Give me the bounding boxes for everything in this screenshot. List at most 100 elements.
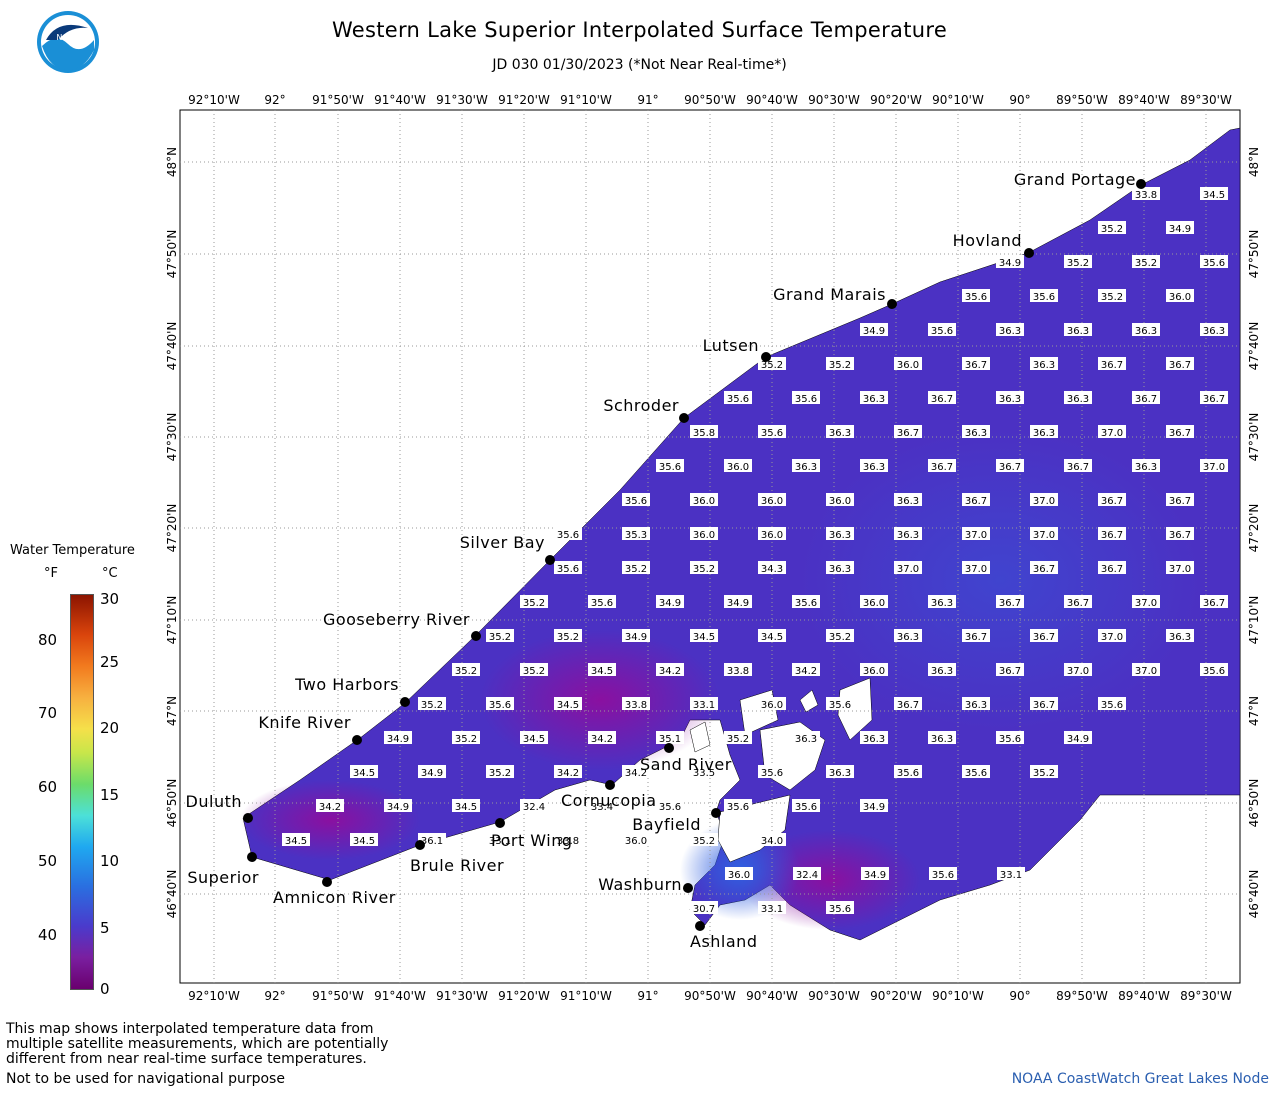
svg-text:36.3: 36.3 (1135, 462, 1157, 473)
svg-text:36.3: 36.3 (999, 326, 1021, 337)
svg-text:34.5: 34.5 (285, 836, 307, 847)
temperature-value: 35.6 (656, 799, 684, 813)
legend-title: Water Temperature (10, 543, 135, 558)
svg-text:36.3: 36.3 (965, 428, 987, 439)
svg-text:35.2: 35.2 (829, 360, 851, 371)
svg-text:36.7: 36.7 (965, 496, 987, 507)
svg-text:36.7: 36.7 (1135, 394, 1157, 405)
svg-text:36.0: 36.0 (897, 360, 919, 371)
temperature-value: 35.2 (554, 629, 582, 643)
svg-text:36.7: 36.7 (1101, 360, 1123, 371)
temperature-value: 35.6 (758, 765, 786, 779)
temperature-value: 36.7 (1166, 357, 1194, 371)
temperature-value: 36.3 (826, 561, 854, 575)
temperature-value: 33.8 (554, 833, 582, 847)
place-lutsen: Lutsen (703, 336, 771, 362)
temperature-value: 36.3 (1030, 357, 1058, 371)
temperature-value: 36.7 (1064, 595, 1092, 609)
temperature-value: 35.6 (894, 765, 922, 779)
temperature-value: 36.7 (1200, 595, 1228, 609)
svg-text:33.1: 33.1 (693, 700, 715, 711)
svg-text:36.3: 36.3 (795, 462, 817, 473)
place-label: Bayfield (632, 815, 701, 834)
lat-axis-label-right: 46°40'N (1247, 870, 1261, 919)
temperature-value: 36.0 (690, 527, 718, 541)
svg-text:35.6: 35.6 (897, 768, 919, 779)
temperature-value: 36.7 (962, 357, 990, 371)
svg-text:35.6: 35.6 (795, 394, 817, 405)
temperature-value: 36.7 (962, 629, 990, 643)
svg-text:34.9: 34.9 (387, 802, 409, 813)
lat-lon-grid (180, 110, 1240, 983)
temperature-value: 34.5 (588, 663, 616, 677)
temperature-value: 35.2 (690, 561, 718, 575)
svg-text:36.0: 36.0 (761, 700, 783, 711)
lon-axis-label: 90°50'W (684, 989, 736, 1003)
place-label: Grand Portage (1014, 170, 1136, 189)
temperature-value: 33.1 (758, 901, 786, 915)
svg-text:36.7: 36.7 (1101, 564, 1123, 575)
lon-axis-label: 90°20'W (870, 989, 922, 1003)
svg-text:35.6: 35.6 (489, 700, 511, 711)
svg-text:33.8: 33.8 (557, 836, 579, 847)
temperature-value: 36.7 (1064, 459, 1092, 473)
temperature-value: 35.6 (826, 697, 854, 711)
svg-text:36.3: 36.3 (1067, 394, 1089, 405)
place-label: Port Wing (491, 831, 573, 850)
temperature-value: 35.2 (486, 629, 514, 643)
credit-link[interactable]: NOAA CoastWatch Great Lakes Node (1011, 1071, 1269, 1087)
temperature-value: 36.3 (1132, 323, 1160, 337)
lat-axis-label-left: 47°N (165, 696, 179, 726)
place-marker (415, 840, 425, 850)
temperature-value: 36.0 (758, 527, 786, 541)
place-marker (1024, 248, 1034, 258)
temperature-value: 33.8 (1132, 187, 1160, 201)
temperature-value: 36.3 (1132, 459, 1160, 473)
temperature-value: 36.3 (894, 629, 922, 643)
temperature-value: 37.0 (1064, 663, 1092, 677)
temperature-value: 36.0 (724, 459, 752, 473)
lat-axis-label-left: 47°20'N (165, 504, 179, 553)
temperature-value: 35.2 (520, 663, 548, 677)
temperature-value: 36.0 (860, 663, 888, 677)
temperature-value: 37.0 (1132, 595, 1160, 609)
svg-text:36.3: 36.3 (829, 768, 851, 779)
temperature-value: 36.0 (826, 493, 854, 507)
svg-text:37.0: 37.0 (1135, 666, 1157, 677)
lon-axis-label: 89°30'W (1180, 989, 1232, 1003)
svg-text:36.0: 36.0 (1169, 292, 1191, 303)
temperature-labels: 33.8 34.5 35.2 34.9 34.9 35.2 35.2 35.6 35.6 35.6… (282, 187, 1228, 915)
svg-text:36.3: 36.3 (863, 462, 885, 473)
temperature-value: 35.2 (452, 731, 480, 745)
temperature-value: 36.7 (1166, 425, 1194, 439)
temperature-value: 35.2 (486, 765, 514, 779)
svg-text:36.3: 36.3 (795, 734, 817, 745)
temperature-value: 36.1 (418, 833, 446, 847)
temperature-value: 36.3 (996, 323, 1024, 337)
place-grand-marais: Grand Marais (773, 285, 897, 309)
svg-text:36.7: 36.7 (1203, 394, 1225, 405)
svg-text:36.3: 36.3 (863, 394, 885, 405)
svg-text:35.2: 35.2 (829, 632, 851, 643)
temperature-value: 36.7 (996, 595, 1024, 609)
temperature-value: 33.1 (486, 833, 514, 847)
temperature-value: 36.3 (1030, 425, 1058, 439)
svg-text:34.5: 34.5 (1203, 190, 1225, 201)
lon-axis-label: 90°10'W (932, 989, 984, 1003)
svg-text:34.5: 34.5 (353, 768, 375, 779)
svg-text:36.7: 36.7 (931, 394, 953, 405)
svg-text:35.6: 35.6 (932, 870, 954, 881)
temperature-value: 36.3 (996, 391, 1024, 405)
svg-text:37.0: 37.0 (965, 564, 987, 575)
svg-text:35.6: 35.6 (795, 598, 817, 609)
place-label: Washburn (598, 875, 682, 894)
legend-unit-c: °C (102, 566, 118, 581)
svg-text:37.0: 37.0 (1101, 632, 1123, 643)
temperature-value: 35.6 (1098, 697, 1126, 711)
svg-text:36.7: 36.7 (1169, 530, 1191, 541)
lon-axis-label: 91°30'W (436, 93, 488, 107)
place-label: Duluth (186, 792, 242, 811)
svg-text:35.8: 35.8 (693, 428, 715, 439)
lon-axis-label: 91°20'W (498, 93, 550, 107)
legend-tick-c: 20 (100, 719, 120, 737)
